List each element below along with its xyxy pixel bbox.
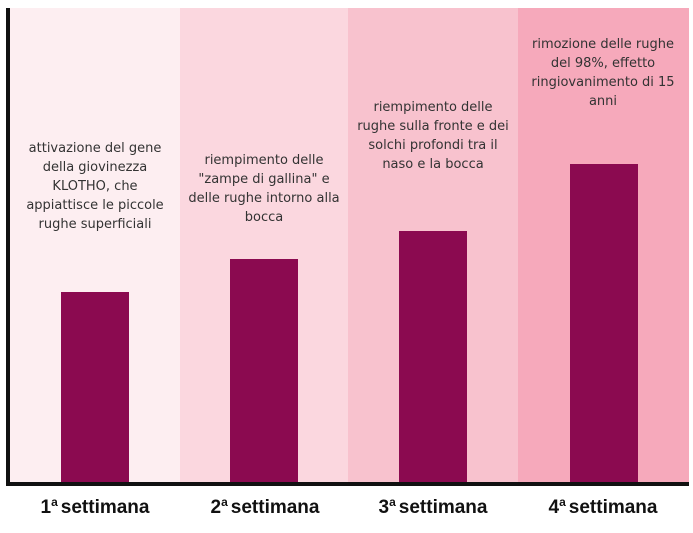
x-axis-line [6, 482, 689, 486]
bar-3 [399, 230, 467, 482]
y-axis-line [6, 8, 10, 486]
x-tick-label-1: 1a settimana [40, 495, 150, 518]
annotation-1: attivazione del gene della giovinezza KL… [26, 141, 164, 232]
annotation-3: riempimento delle rughe sulla fronte e d… [357, 100, 509, 172]
bar-4 [569, 164, 638, 482]
bar-1 [61, 292, 129, 482]
x-tick-label-2: 2a settimana [210, 495, 320, 518]
annotation-4: rimozione delle rughe del 98%, effetto r… [531, 37, 675, 109]
x-tick-label-4: 4a settimana [548, 495, 658, 518]
annotation-2: riempimento delle "zampe di gallina" e d… [188, 153, 340, 225]
x-tick-label-3: 3a settimana [378, 495, 488, 518]
bar-2 [230, 259, 298, 482]
